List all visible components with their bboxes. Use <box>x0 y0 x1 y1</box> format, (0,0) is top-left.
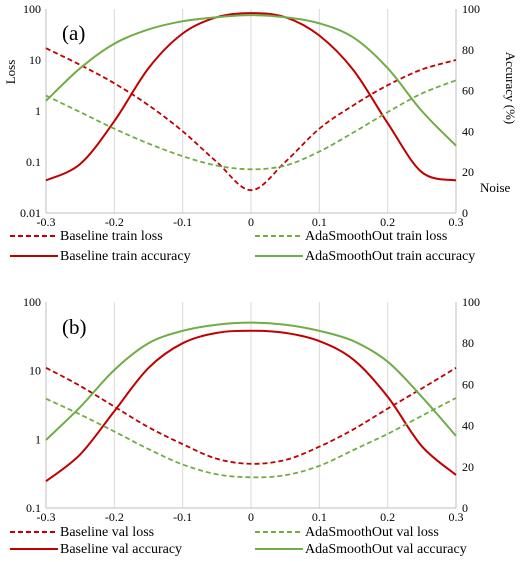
y-right-axis-title: Accuracy (%) <box>503 52 518 125</box>
x-tick-label: 0.2 <box>380 510 395 524</box>
legend-label: Baseline val accuracy <box>60 542 182 557</box>
series-line-adasmoothout-train-accuracy <box>45 14 457 147</box>
series-line-adasmoothout-train-loss <box>45 79 457 171</box>
x-axis-title: Noise <box>480 180 511 195</box>
x-tick-label: 0 <box>248 510 254 524</box>
chart-panel-1: -0.3 -0.2 -0.1 0 0.1 0.2 0.3 0.01 0.1 1 10 100 0 20 40… <box>3 2 518 264</box>
x-tick-label: -0.1 <box>173 510 192 524</box>
y-left-tick-label: 0.1 <box>26 155 41 169</box>
y-right-tick-label: 80 <box>462 336 474 350</box>
y-left-tick-label: 10 <box>29 364 41 378</box>
legend-label: AdaSmoothOut val accuracy <box>305 542 467 557</box>
y-right-tick-label: 40 <box>462 419 474 433</box>
legend-label: Baseline train loss <box>60 229 163 244</box>
x-tick-label: 0.3 <box>449 510 464 524</box>
series-line-baseline-train-accuracy <box>45 12 457 182</box>
legend-label: AdaSmoothOut train loss <box>305 229 447 244</box>
y-right-tick-label: 60 <box>462 84 474 98</box>
x-tick-label: 0.1 <box>312 510 327 524</box>
series-line-adasmoothout-val-accuracy <box>45 321 457 441</box>
y-right-tick-label: 80 <box>462 43 474 57</box>
x-tick-label: -0.3 <box>37 215 56 229</box>
y-right-tick-label: 20 <box>462 165 474 179</box>
x-tick-label: -0.3 <box>37 510 56 524</box>
series-line-adasmoothout-val-loss <box>45 397 457 479</box>
panel-label: (a) <box>62 21 85 45</box>
panel-label: (b) <box>62 315 87 339</box>
legend-label: AdaSmoothOut val loss <box>305 525 439 540</box>
y-left-axis-title: Loss <box>3 60 18 85</box>
legend-label: AdaSmoothOut train accuracy <box>305 249 475 264</box>
y-left-tick-label: 10 <box>29 53 41 67</box>
x-tick-label: -0.1 <box>173 215 192 229</box>
y-left-tick-label: 100 <box>23 2 41 16</box>
series-line-baseline-val-loss <box>45 367 457 465</box>
y-left-tick-label: 1 <box>35 432 41 446</box>
y-left-tick-label: 0.01 <box>20 206 41 220</box>
y-right-tick-label: 0 <box>462 206 468 220</box>
x-tick-label: -0.2 <box>105 215 124 229</box>
legend-label: Baseline val loss <box>60 525 154 540</box>
y-left-tick-label: 100 <box>23 295 41 309</box>
y-left-tick-label: 1 <box>35 104 41 118</box>
y-left-tick-label: 0.1 <box>26 501 41 515</box>
y-right-tick-label: 100 <box>462 2 480 16</box>
y-right-tick-label: 100 <box>462 295 480 309</box>
x-tick-label: -0.2 <box>105 510 124 524</box>
x-tick-label: 0.3 <box>449 215 464 229</box>
y-right-tick-label: 20 <box>462 460 474 474</box>
x-tick-label: 0.1 <box>312 215 327 229</box>
series-line-baseline-train-loss <box>45 47 457 192</box>
x-tick-label: 0 <box>248 215 254 229</box>
chart-panel-2: -0.3 -0.2 -0.1 0 0.1 0.2 0.3 0.1 1 10 100 0 20 40 60 80… <box>10 295 480 557</box>
series-line-baseline-val-accuracy <box>45 329 457 482</box>
y-right-tick-label: 0 <box>462 501 468 515</box>
legend-label: Baseline train accuracy <box>60 249 191 264</box>
y-right-tick-label: 60 <box>462 377 474 391</box>
y-right-tick-label: 40 <box>462 124 474 138</box>
x-tick-label: 0.2 <box>380 215 395 229</box>
